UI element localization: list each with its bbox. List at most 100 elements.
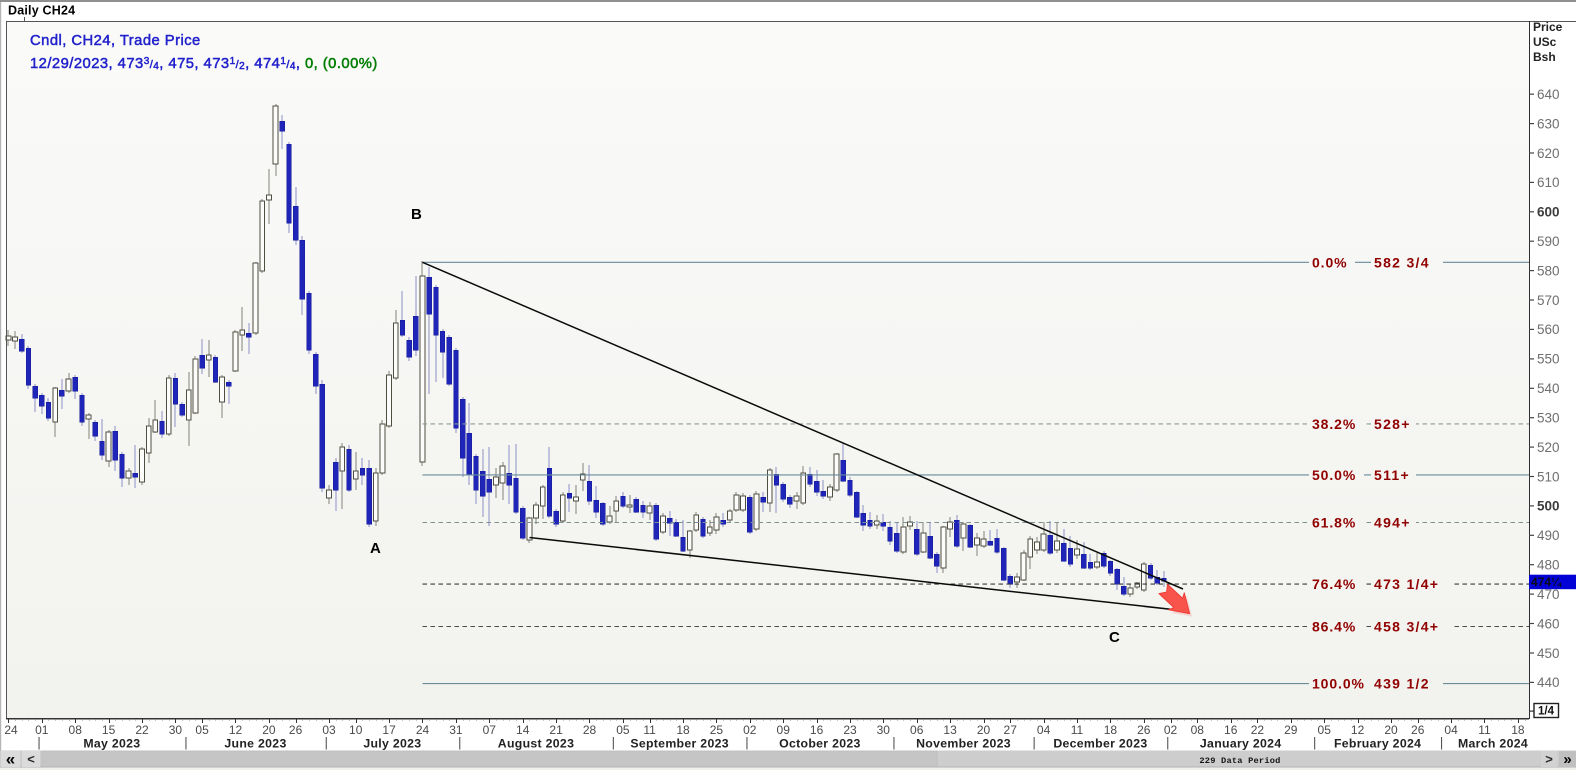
svg-text:05: 05 — [195, 723, 209, 737]
svg-text:30: 30 — [169, 723, 183, 737]
svg-text:620: 620 — [1537, 146, 1560, 161]
svg-text:Price: Price — [1533, 20, 1563, 34]
svg-text:570: 570 — [1537, 293, 1560, 308]
svg-text:229 Data Period: 229 Data Period — [1199, 756, 1280, 766]
svg-text:18: 18 — [1104, 723, 1118, 737]
svg-text:09: 09 — [777, 723, 791, 737]
svg-text:21: 21 — [549, 723, 563, 737]
svg-text:550: 550 — [1537, 352, 1560, 367]
svg-text:540: 540 — [1537, 381, 1560, 396]
svg-text:100.0%: 100.0% — [1312, 676, 1365, 692]
svg-text:02: 02 — [743, 723, 757, 737]
svg-text:07: 07 — [483, 723, 497, 737]
svg-text:November 2023: November 2023 — [916, 737, 1011, 751]
svg-text:October 2023: October 2023 — [779, 737, 861, 751]
svg-text:24: 24 — [416, 723, 430, 737]
svg-text:510: 510 — [1537, 469, 1560, 484]
svg-text:38.2%: 38.2% — [1312, 416, 1356, 432]
svg-text:C: C — [1109, 629, 1120, 646]
svg-text:12: 12 — [229, 723, 243, 737]
svg-text:31: 31 — [449, 723, 463, 737]
svg-text:>: > — [1545, 751, 1553, 766]
svg-text:20: 20 — [1384, 723, 1398, 737]
svg-text:22: 22 — [1251, 723, 1265, 737]
svg-text:560: 560 — [1537, 322, 1560, 337]
svg-text:September 2023: September 2023 — [630, 737, 729, 751]
svg-text:January 2024: January 2024 — [1200, 737, 1282, 751]
svg-text:02: 02 — [1164, 723, 1178, 737]
svg-text:474¼: 474¼ — [1531, 575, 1562, 589]
svg-text:28: 28 — [583, 723, 597, 737]
svg-text:»: » — [1563, 751, 1571, 768]
svg-text:«: « — [6, 749, 15, 768]
svg-text:600: 600 — [1537, 205, 1560, 220]
svg-text:520: 520 — [1537, 440, 1560, 455]
svg-text:458 3/4+: 458 3/4+ — [1374, 619, 1439, 635]
svg-text:Daily CH24: Daily CH24 — [8, 4, 75, 18]
svg-text:August 2023: August 2023 — [498, 737, 574, 751]
svg-text:11: 11 — [643, 723, 656, 737]
svg-text:610: 610 — [1537, 175, 1560, 190]
svg-text:March 2024: March 2024 — [1458, 737, 1528, 751]
svg-text:08: 08 — [69, 723, 83, 737]
svg-text:February 2024: February 2024 — [1334, 737, 1421, 751]
svg-text:11: 11 — [1071, 723, 1084, 737]
svg-text:76.4%: 76.4% — [1312, 576, 1356, 592]
svg-text:630: 630 — [1537, 116, 1560, 131]
svg-text:A: A — [370, 540, 381, 557]
svg-text:640: 640 — [1537, 87, 1560, 102]
svg-text:26: 26 — [1411, 723, 1425, 737]
svg-text:01: 01 — [35, 723, 49, 737]
svg-text:December 2023: December 2023 — [1053, 737, 1147, 751]
svg-text:16: 16 — [1224, 723, 1238, 737]
svg-text:528+: 528+ — [1374, 416, 1411, 432]
svg-text:July 2023: July 2023 — [363, 737, 421, 751]
svg-text:USc: USc — [1533, 35, 1557, 49]
svg-text:<: < — [27, 751, 35, 766]
svg-text:500: 500 — [1537, 499, 1560, 514]
svg-text:22: 22 — [135, 723, 149, 737]
svg-text:86.4%: 86.4% — [1312, 619, 1356, 635]
svg-text:05: 05 — [1318, 723, 1332, 737]
svg-text:08: 08 — [1191, 723, 1205, 737]
svg-text:494+: 494+ — [1374, 515, 1411, 531]
svg-text:460: 460 — [1537, 616, 1560, 631]
svg-text:480: 480 — [1537, 558, 1560, 573]
svg-text:440: 440 — [1537, 675, 1560, 690]
svg-text:26: 26 — [289, 723, 303, 737]
svg-text:15: 15 — [102, 723, 116, 737]
svg-text:25: 25 — [710, 723, 724, 737]
svg-text:582 3/4: 582 3/4 — [1374, 254, 1430, 270]
svg-text:61.8%: 61.8% — [1312, 515, 1356, 531]
svg-text:Bsh: Bsh — [1533, 50, 1556, 64]
svg-text:06: 06 — [910, 723, 924, 737]
svg-text:511+: 511+ — [1374, 467, 1410, 483]
svg-text:14: 14 — [516, 723, 530, 737]
svg-text:18: 18 — [676, 723, 690, 737]
svg-text:12: 12 — [1351, 723, 1365, 737]
svg-text:26: 26 — [1137, 723, 1151, 737]
svg-text:04: 04 — [1444, 723, 1458, 737]
svg-text:17: 17 — [382, 723, 396, 737]
svg-text:16: 16 — [810, 723, 824, 737]
svg-text:24: 24 — [4, 723, 18, 737]
svg-text:50.0%: 50.0% — [1312, 467, 1356, 483]
svg-text:20: 20 — [977, 723, 991, 737]
svg-text:04: 04 — [1037, 723, 1051, 737]
svg-text:B: B — [411, 206, 422, 223]
svg-text:05: 05 — [616, 723, 630, 737]
svg-text:0.0%: 0.0% — [1312, 254, 1348, 270]
svg-text:27: 27 — [1004, 723, 1018, 737]
svg-text:30: 30 — [877, 723, 891, 737]
svg-text:20: 20 — [262, 723, 276, 737]
svg-text:470: 470 — [1537, 587, 1560, 602]
svg-text:1/4: 1/4 — [1538, 706, 1555, 718]
svg-text:530: 530 — [1537, 411, 1560, 426]
svg-text:May 2023: May 2023 — [83, 737, 140, 751]
svg-text:29: 29 — [1284, 723, 1298, 737]
svg-text:11: 11 — [1478, 723, 1491, 737]
svg-text:13: 13 — [943, 723, 957, 737]
svg-text:23: 23 — [843, 723, 857, 737]
svg-text:439 1/2: 439 1/2 — [1374, 676, 1430, 692]
svg-text:450: 450 — [1537, 646, 1560, 661]
